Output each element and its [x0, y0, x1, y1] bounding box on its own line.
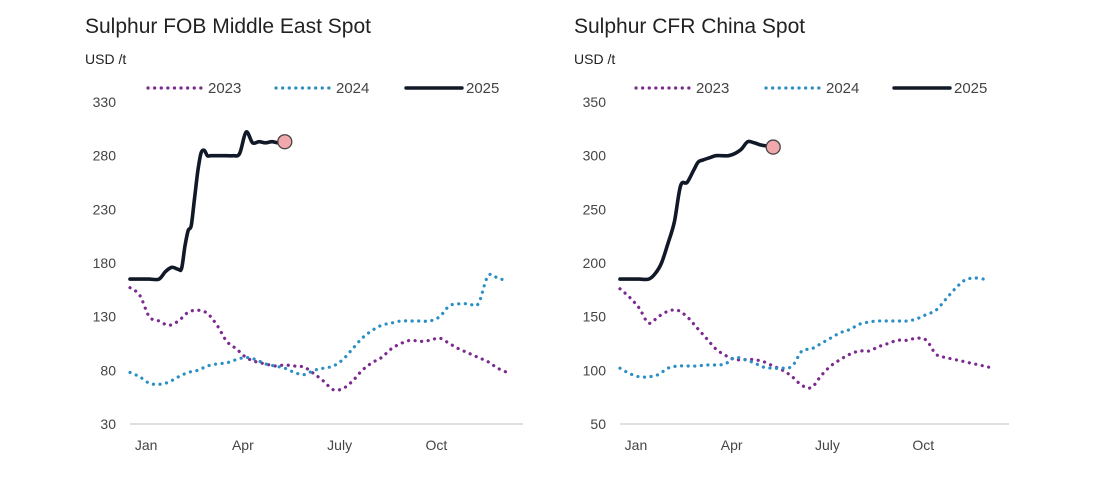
y-tick-label: 50 — [590, 416, 606, 432]
y-tick-label: 150 — [583, 309, 607, 325]
y-tick-label: 330 — [93, 94, 117, 110]
y-tick-label: 230 — [93, 201, 117, 217]
y-tick-label: 200 — [583, 255, 607, 271]
x-tick-label: July — [815, 437, 840, 453]
y-tick-label: 30 — [100, 416, 116, 432]
y-tick-label: 180 — [93, 255, 117, 271]
legend-label-2025: 2025 — [466, 80, 499, 97]
series-line-2025 — [128, 130, 287, 282]
x-tick-label: Oct — [912, 437, 934, 453]
legend-label-2024: 2024 — [336, 80, 369, 97]
legend-label-2024: 2024 — [826, 80, 859, 97]
chart-plot-area: 50 100 150 200 250 300 350 Jan Apr July Oct 2023 202… — [583, 80, 1009, 453]
y-axis-label: USD /t — [85, 51, 127, 67]
series-line-2024 — [128, 272, 509, 386]
y-tick-label: 100 — [583, 362, 607, 378]
y-tick-label: 80 — [100, 362, 116, 378]
y-tick-label: 130 — [93, 309, 117, 325]
x-tick-label: Apr — [721, 437, 743, 453]
legend-label-2025: 2025 — [954, 80, 987, 97]
series-line-2023 — [128, 286, 509, 392]
chart-title: Sulphur CFR China Spot — [574, 15, 806, 38]
y-tick-label: 350 — [583, 94, 607, 110]
chart-fob-middle-east: Sulphur FOB Middle East Spot USD /t 30 80… — [0, 0, 540, 481]
series-line-2025 — [618, 139, 775, 282]
chart-cfr-china: Sulphur CFR China Spot USD /t 50 100 150 20… — [560, 0, 1117, 481]
latest-value-marker — [277, 134, 293, 150]
y-tick-label: 250 — [583, 201, 607, 217]
x-tick-label: Jan — [625, 437, 648, 453]
legend-label-2023: 2023 — [208, 80, 241, 97]
y-tick-label: 280 — [93, 148, 117, 164]
chart-title: Sulphur FOB Middle East Spot — [85, 15, 371, 38]
x-tick-label: Oct — [425, 437, 447, 453]
y-axis-label: USD /t — [574, 51, 616, 67]
series-line-2023 — [618, 287, 995, 390]
x-tick-label: Jan — [135, 437, 158, 453]
legend-label-2023: 2023 — [696, 80, 729, 97]
chart-plot-area: 30 80 130 180 230 280 330 Jan Apr July Oct 2023 2024… — [93, 80, 523, 453]
latest-value-marker — [765, 139, 781, 155]
y-tick-label: 300 — [583, 148, 607, 164]
x-tick-label: July — [327, 437, 352, 453]
series-line-2024 — [618, 276, 986, 379]
x-tick-label: Apr — [232, 437, 254, 453]
